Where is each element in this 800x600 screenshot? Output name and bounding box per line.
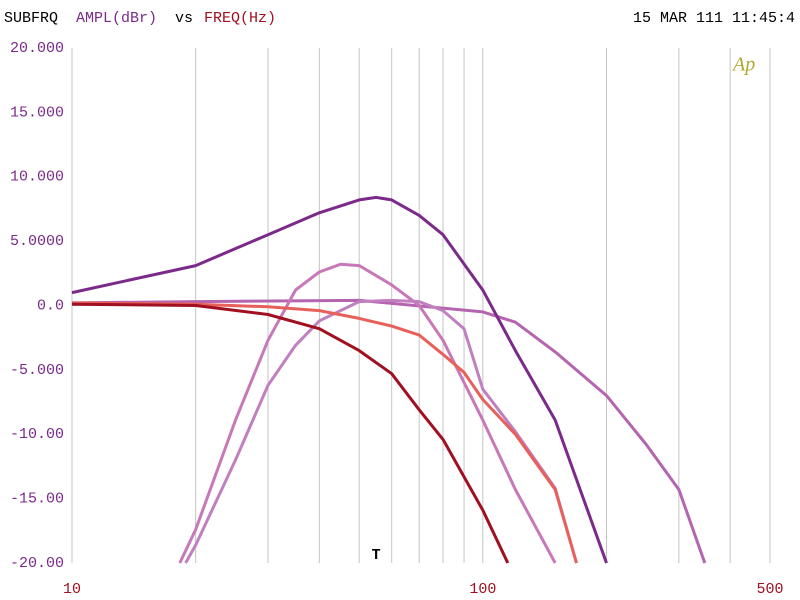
cursor-bg	[368, 549, 385, 565]
y-tick-label: 20.000	[10, 40, 64, 57]
series-line	[71, 195, 608, 564]
cursor-marker: T	[372, 547, 381, 564]
x-axis-label: FREQ(Hz)	[204, 10, 276, 27]
series-line	[71, 298, 707, 564]
y-tick-label: 0.0	[37, 297, 64, 314]
series-line	[184, 298, 578, 564]
y-tick-label: -5.000	[10, 362, 64, 379]
timestamp: 15 MAR 111 11:45:4	[633, 10, 795, 27]
series-line	[71, 301, 578, 564]
series-line	[178, 262, 557, 564]
title-joiner: vs	[175, 10, 193, 27]
logo: Ap	[731, 54, 755, 76]
y-tick-label: 5.0000	[10, 233, 64, 250]
series-line	[71, 302, 510, 564]
y-axis-label: AMPL(dBr)	[76, 10, 157, 27]
x-tick-label: 10	[63, 581, 81, 598]
y-tick-label: 10.000	[10, 169, 64, 186]
chart-title: SUBFRQ	[4, 10, 58, 27]
y-tick-label: -15.00	[10, 491, 64, 508]
y-tick-label: -10.00	[10, 426, 64, 443]
y-tick-label: 15.000	[10, 104, 64, 121]
y-tick-label: -20.00	[10, 555, 64, 572]
x-tick-label: 100	[469, 581, 496, 598]
x-tick-label: 500	[756, 581, 783, 598]
